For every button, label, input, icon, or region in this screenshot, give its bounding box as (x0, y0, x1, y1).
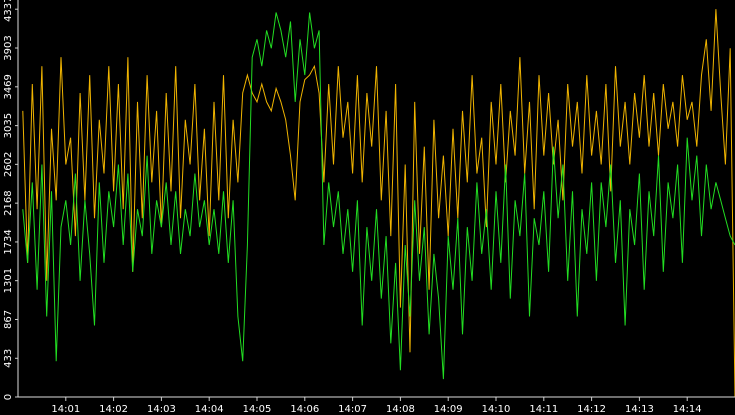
x-tick-label: 14:14 (673, 404, 702, 415)
x-tick-label: 14:10 (482, 404, 511, 415)
y-tick-label: 3469 (3, 74, 14, 99)
x-tick-label: 14:02 (99, 404, 128, 415)
x-tick-label: 14:01 (51, 404, 80, 415)
series-line (22, 9, 735, 398)
series-line (22, 12, 735, 380)
x-tick-label: 14:13 (625, 404, 654, 415)
y-tick-label: 3035 (3, 113, 14, 138)
x-tick-label: 14:08 (386, 404, 415, 415)
y-tick-label: 2168 (3, 190, 14, 215)
y-tick-label: 433 (3, 349, 14, 368)
x-tick-label: 14:04 (195, 404, 224, 415)
x-tick-label: 14:11 (529, 404, 558, 415)
x-tick-label: 14:09 (434, 404, 463, 415)
x-tick-label: 14:12 (577, 404, 606, 415)
x-tick-label: 14:03 (147, 404, 176, 415)
y-tick-label: 1301 (3, 268, 14, 293)
y-tick-label: 1734 (3, 229, 14, 254)
x-tick-label: 14:05 (243, 404, 272, 415)
y-tick-label: 867 (3, 310, 14, 329)
x-tick-label: 14:06 (290, 404, 319, 415)
y-tick-label: 2602 (3, 152, 14, 177)
y-tick-label: 4337 (3, 0, 14, 22)
y-tick-label: 0 (3, 394, 14, 400)
y-tick-label: 3903 (3, 35, 14, 60)
x-tick-label: 14:07 (338, 404, 367, 415)
